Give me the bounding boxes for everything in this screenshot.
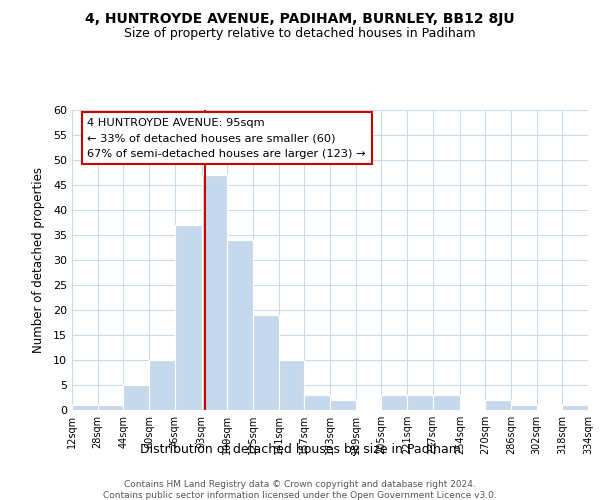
Bar bbox=[279, 360, 304, 410]
Bar bbox=[227, 240, 253, 410]
Y-axis label: Number of detached properties: Number of detached properties bbox=[32, 167, 44, 353]
Bar bbox=[562, 405, 588, 410]
Bar bbox=[381, 395, 407, 410]
Bar bbox=[330, 400, 356, 410]
Bar bbox=[175, 225, 202, 410]
Bar bbox=[98, 405, 123, 410]
Text: Contains public sector information licensed under the Open Government Licence v3: Contains public sector information licen… bbox=[103, 491, 497, 500]
Bar bbox=[485, 400, 511, 410]
Text: Distribution of detached houses by size in Padiham: Distribution of detached houses by size … bbox=[140, 442, 460, 456]
Bar bbox=[72, 405, 98, 410]
Bar bbox=[511, 405, 537, 410]
Text: 4 HUNTROYDE AVENUE: 95sqm
← 33% of detached houses are smaller (60)
67% of semi-: 4 HUNTROYDE AVENUE: 95sqm ← 33% of detac… bbox=[88, 118, 366, 158]
Text: Contains HM Land Registry data © Crown copyright and database right 2024.: Contains HM Land Registry data © Crown c… bbox=[124, 480, 476, 489]
Bar bbox=[149, 360, 175, 410]
Text: 4, HUNTROYDE AVENUE, PADIHAM, BURNLEY, BB12 8JU: 4, HUNTROYDE AVENUE, PADIHAM, BURNLEY, B… bbox=[85, 12, 515, 26]
Bar bbox=[304, 395, 330, 410]
Bar bbox=[407, 395, 433, 410]
Text: Size of property relative to detached houses in Padiham: Size of property relative to detached ho… bbox=[124, 28, 476, 40]
Bar bbox=[253, 315, 279, 410]
Bar bbox=[433, 395, 460, 410]
Bar bbox=[202, 175, 227, 410]
Bar bbox=[123, 385, 149, 410]
